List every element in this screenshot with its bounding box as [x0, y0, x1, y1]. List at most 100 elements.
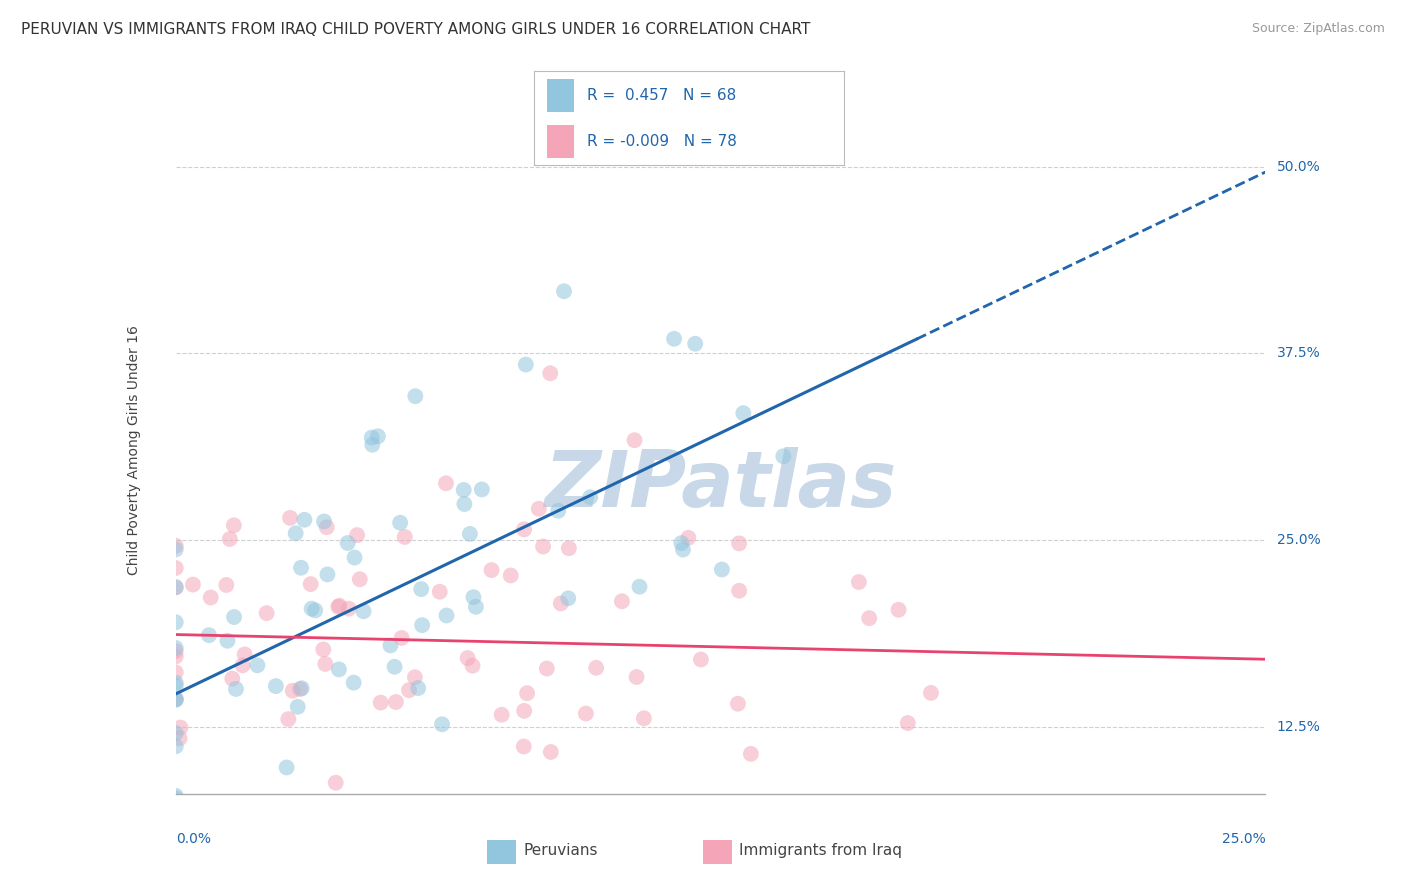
Point	[585, 661, 607, 675]
Point	[540, 745, 562, 759]
Point	[406, 681, 429, 695]
Point	[165, 791, 187, 805]
Point	[165, 693, 187, 707]
Point	[516, 686, 538, 700]
Point	[291, 681, 314, 696]
Text: 50.0%: 50.0%	[1277, 160, 1320, 174]
Text: Source: ZipAtlas.com: Source: ZipAtlas.com	[1251, 22, 1385, 36]
Point	[453, 483, 475, 497]
Point	[281, 683, 304, 698]
FancyBboxPatch shape	[547, 78, 575, 112]
Point	[411, 582, 433, 596]
Point	[295, 857, 318, 871]
Point	[165, 581, 187, 595]
Point	[453, 497, 475, 511]
Text: 0.0%: 0.0%	[176, 831, 211, 846]
Point	[181, 577, 204, 591]
Point	[329, 811, 352, 825]
Text: R =  0.457   N = 68: R = 0.457 N = 68	[586, 87, 737, 103]
Point	[384, 659, 406, 673]
Point	[276, 760, 298, 774]
Point	[284, 526, 307, 541]
Point	[633, 711, 655, 725]
Point	[430, 717, 453, 731]
Point	[683, 336, 706, 351]
Point	[557, 591, 579, 606]
Point	[315, 520, 337, 534]
Point	[367, 429, 389, 443]
Point	[239, 801, 262, 815]
Point	[547, 504, 569, 518]
Point	[690, 652, 713, 666]
Point	[471, 483, 494, 497]
Point	[169, 868, 191, 882]
Point	[513, 522, 536, 536]
Point	[610, 594, 633, 608]
Point	[314, 657, 336, 671]
Point	[288, 681, 311, 696]
Point	[343, 550, 366, 565]
Point	[404, 670, 426, 684]
Text: Peruvians: Peruvians	[523, 844, 598, 858]
Point	[256, 606, 278, 620]
Point	[169, 731, 191, 746]
Point	[626, 670, 648, 684]
Point	[404, 389, 426, 403]
Point	[920, 686, 942, 700]
Point	[623, 434, 645, 448]
Point	[328, 599, 350, 613]
Text: 25.0%: 25.0%	[1222, 831, 1265, 846]
Point	[165, 542, 187, 557]
Text: R = -0.009   N = 78: R = -0.009 N = 78	[586, 134, 737, 149]
Text: Child Poverty Among Girls Under 16: Child Poverty Among Girls Under 16	[128, 326, 142, 575]
Point	[531, 540, 554, 554]
Point	[215, 578, 238, 592]
Point	[246, 658, 269, 673]
Point	[733, 406, 755, 420]
Text: 12.5%: 12.5%	[1277, 720, 1320, 734]
Point	[513, 739, 536, 754]
Point	[671, 536, 693, 550]
Point	[232, 658, 254, 673]
Point	[550, 596, 572, 610]
Point	[221, 672, 243, 686]
Point	[436, 608, 458, 623]
Point	[380, 639, 402, 653]
Point	[858, 611, 880, 625]
Point	[165, 692, 187, 706]
Point	[165, 726, 187, 740]
Point	[290, 560, 312, 574]
Point	[391, 631, 413, 645]
Point	[579, 490, 602, 504]
Point	[165, 675, 187, 690]
Point	[662, 332, 685, 346]
Point	[337, 601, 360, 615]
Point	[165, 539, 187, 553]
Point	[165, 794, 187, 808]
Point	[277, 712, 299, 726]
Point	[353, 604, 375, 618]
Point	[434, 476, 457, 491]
Point	[354, 846, 377, 860]
Point	[165, 665, 187, 680]
Point	[394, 530, 416, 544]
Point	[628, 580, 651, 594]
Point	[301, 601, 323, 615]
Point	[343, 675, 366, 690]
Point	[481, 563, 503, 577]
Point	[312, 515, 335, 529]
FancyBboxPatch shape	[547, 125, 575, 158]
Point	[678, 531, 700, 545]
Point	[728, 583, 751, 598]
Point	[218, 532, 240, 546]
Point	[538, 819, 561, 833]
Point	[727, 697, 749, 711]
FancyBboxPatch shape	[486, 840, 516, 863]
Point	[558, 541, 581, 556]
Point	[385, 695, 408, 709]
Point	[217, 633, 239, 648]
Point	[165, 679, 187, 693]
Point	[515, 358, 537, 372]
Point	[336, 536, 359, 550]
Point	[759, 845, 782, 859]
